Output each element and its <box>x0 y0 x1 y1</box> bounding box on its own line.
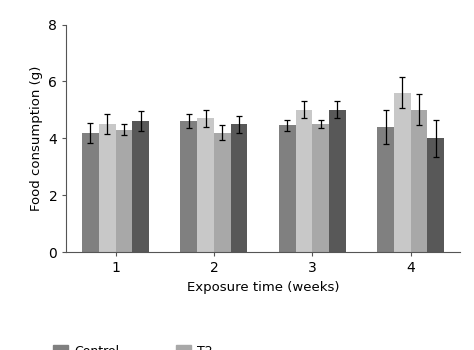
Bar <box>410 110 428 252</box>
Bar <box>377 127 394 252</box>
Bar <box>197 118 214 252</box>
Bar <box>99 124 116 252</box>
Bar <box>329 110 346 252</box>
Bar <box>312 124 329 252</box>
X-axis label: Exposure time (weeks): Exposure time (weeks) <box>187 281 339 294</box>
Bar <box>295 110 312 252</box>
Bar <box>394 93 410 252</box>
Y-axis label: Food consumption (g): Food consumption (g) <box>30 65 43 211</box>
Bar <box>279 125 295 252</box>
Bar <box>428 138 444 252</box>
Bar <box>231 124 247 252</box>
Legend: Control, T1, T2, T3: Control, T1, T2, T3 <box>53 345 212 350</box>
Bar <box>132 121 149 252</box>
Bar <box>82 133 99 252</box>
Bar <box>214 133 231 252</box>
Bar <box>116 130 132 252</box>
Bar <box>181 121 197 252</box>
